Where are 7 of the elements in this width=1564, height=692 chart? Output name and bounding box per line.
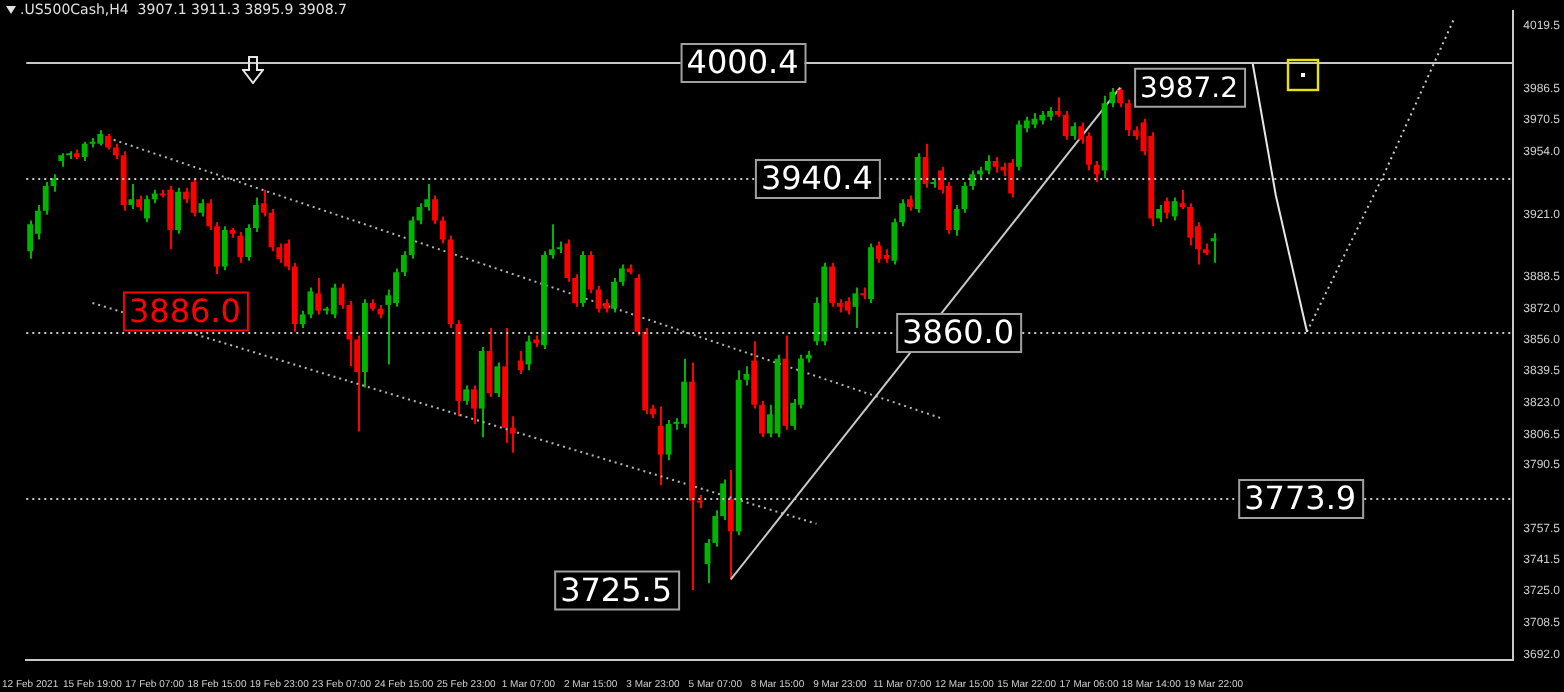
ref-line-label: 4000.4	[686, 43, 799, 82]
annotation: 3987.2	[1140, 73, 1239, 106]
ref-line-label: 3860.0	[902, 313, 1015, 352]
annotation: 3725.5	[560, 570, 673, 609]
ref-line-label: 3940.4	[760, 159, 873, 198]
annotation: 3886.0	[128, 291, 241, 330]
ref-line-label: 3773.9	[1244, 479, 1357, 518]
